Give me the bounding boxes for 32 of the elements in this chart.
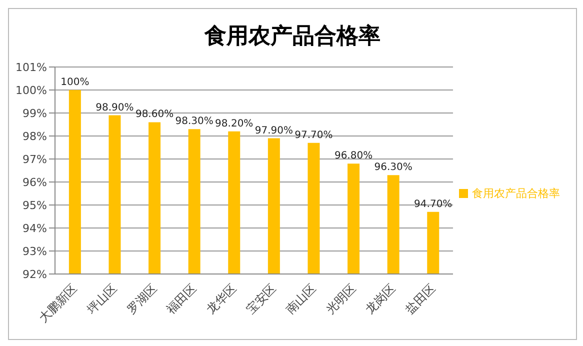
legend-label: 食用农产品合格率	[472, 187, 560, 200]
data-label: 96.30%	[374, 162, 412, 174]
y-tick-label: 98%	[22, 130, 47, 143]
x-tick-label: 罗湖区	[124, 281, 160, 316]
x-tick-label: 龙岗区	[362, 281, 398, 316]
x-tick-label: 宝安区	[243, 281, 279, 316]
x-tick-label: 南山区	[283, 281, 319, 316]
x-tick-label: 龙华区	[204, 281, 240, 316]
y-tick-label: 95%	[22, 198, 47, 212]
y-tick-label: 93%	[22, 244, 47, 258]
y-tick-label: 94%	[22, 222, 47, 235]
data-label: 98.90%	[96, 102, 134, 114]
y-tick-label: 99%	[22, 106, 47, 120]
x-tick-label: 光明区	[323, 281, 358, 316]
chart-title: 食用农产品合格率	[203, 22, 382, 51]
data-label: 96.80%	[334, 150, 373, 162]
data-label: 97.90%	[254, 125, 293, 136]
y-tick-label: 101%	[16, 60, 47, 74]
data-label: 94.70%	[414, 198, 452, 210]
x-tick-label: 坪山区	[84, 281, 120, 318]
data-label: 97.70%	[294, 130, 333, 141]
x-tick-label: 福田区	[164, 281, 200, 316]
y-tick-label: 97%	[22, 152, 47, 166]
data-label: 100%	[60, 77, 90, 88]
x-tick-label: 大鹏新区	[36, 281, 80, 325]
y-tick-label: 92%	[22, 268, 47, 281]
y-tick-label: 100%	[16, 84, 47, 97]
data-label: 98.60%	[135, 109, 174, 120]
y-tick-label: 96%	[22, 176, 47, 189]
data-label: 98.30%	[175, 116, 214, 128]
x-tick-label: 盐田区	[402, 281, 438, 316]
data-label: 98.20%	[215, 118, 254, 130]
